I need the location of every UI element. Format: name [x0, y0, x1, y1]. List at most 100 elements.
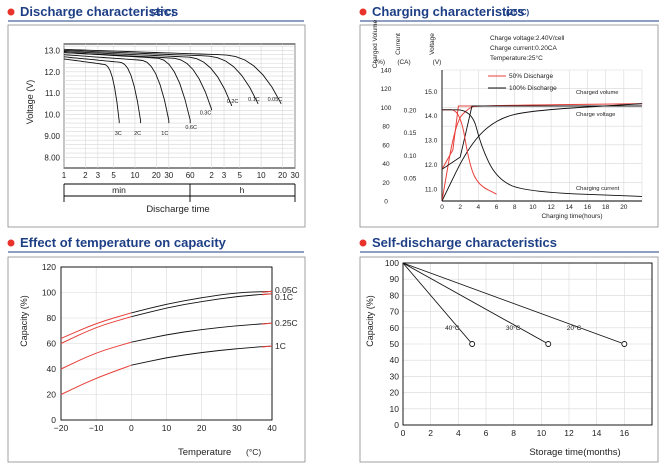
- x-tick-label: 8: [511, 428, 516, 438]
- y-tick-label: 10.0: [44, 111, 60, 120]
- voltage-tick-label: 15.0: [425, 89, 438, 96]
- label-charged-volume: Charged volume: [576, 90, 619, 96]
- self-discharge-panel: [359, 256, 659, 463]
- y-tick-label: 0: [394, 420, 399, 430]
- y-tick-label: 13.0: [44, 46, 60, 55]
- x-tick-label: 12: [547, 204, 555, 211]
- discharge-yticks: 13.0 12.0 11.0 10.0 9.00 8.00: [44, 46, 60, 162]
- discharge-grid: [63, 43, 296, 169]
- temp-curve-red-0.05C: [60, 312, 132, 339]
- temperature-chart: Effect of temperature on capacity Capaci…: [7, 235, 306, 463]
- x-tick-label: 30: [232, 423, 242, 433]
- label-charging-current: Charging current: [576, 186, 620, 192]
- self-discharge-xlabel: Storage time(months): [529, 447, 620, 458]
- temp-curve-red-0.25C: [60, 341, 132, 370]
- temp-curve-tail-1C: [261, 345, 273, 348]
- charging-grid: [441, 69, 643, 202]
- y-tick-label: 9.00: [44, 132, 60, 141]
- temp-curve-black-0.1C: [131, 293, 273, 318]
- self-discharge-ticks: 0 2 4 6 8 10 12 14 16 0 10 20 30 40 50 60 70 80 90 100: [385, 258, 630, 438]
- self-discharge-line-30°C: [402, 262, 549, 345]
- x-tick-label: 0: [440, 204, 444, 211]
- title-bullet: [359, 239, 367, 247]
- discharge-title: Discharge characteristics: [20, 4, 178, 19]
- x-tick-label: 60: [186, 171, 195, 180]
- current-tick-label: 0.15: [404, 130, 417, 137]
- discharge-xlabel: Discharge time: [146, 204, 209, 215]
- y-tick-label: 11.0: [45, 89, 61, 98]
- x-tick-label: 20: [152, 171, 161, 180]
- self-discharge-line-40°C: [402, 262, 473, 345]
- x-tick-label: 2: [209, 171, 214, 180]
- y-tick-label: 100: [42, 288, 56, 298]
- current-100-curve: [442, 109, 643, 197]
- discharge-label-2C: 2C: [134, 131, 141, 137]
- discharge-label-0.6C: 0.6C: [185, 125, 197, 131]
- x-tick-label: 0: [401, 428, 406, 438]
- condition-1: Charge voltage:2.40V/cell: [490, 35, 565, 42]
- self-discharge-label-30°C: 30°C: [506, 324, 521, 332]
- self-discharge-endpoint-40°C: [469, 341, 476, 347]
- y-tick-label: 120: [42, 262, 56, 272]
- x-tick-label: −20: [54, 423, 69, 433]
- x-tick-label: 10: [529, 204, 537, 211]
- charging-series: [441, 103, 643, 202]
- self-discharge-endpoint-30°C: [545, 341, 552, 347]
- x-tick-label: 18: [602, 204, 610, 211]
- self-discharge-line-20°C: [402, 262, 625, 345]
- temp-curve-tail-0.05C: [261, 290, 273, 293]
- discharge-curve-1C: [63, 54, 170, 124]
- x-tick-label: −10: [89, 423, 104, 433]
- x-tick-label: 0: [129, 423, 134, 433]
- x-tick-label: 4: [456, 428, 461, 438]
- temperature-xlabel: Temperature: [178, 447, 231, 458]
- temperature-grid: [60, 266, 273, 421]
- unit-current: (CA): [397, 59, 410, 66]
- volume-tick-label: 100: [381, 105, 392, 112]
- unit-voltage: (V): [433, 59, 442, 66]
- temp-label-0.25C: 0.25C: [275, 318, 298, 328]
- discharge-label-1C: 1C: [161, 131, 168, 137]
- temperature-title: Effect of temperature on capacity: [20, 235, 227, 250]
- volume-tick-label: 40: [382, 161, 390, 168]
- y-tick-label: 80: [47, 313, 57, 323]
- y-tick-label: 10: [390, 404, 400, 414]
- x-tick-label: 12: [564, 428, 574, 438]
- hdr-voltage: Voltage: [429, 33, 436, 55]
- temp-curve-tail-0.25C: [261, 322, 273, 325]
- voltage-100-curve: [441, 105, 642, 170]
- temp-curve-tail-0.1C: [261, 293, 273, 296]
- discharge-chart: Discharge characteristics (25°C) Voltage…: [7, 4, 306, 228]
- voltage-tick-label: 11.0: [425, 186, 438, 193]
- discharge-title-temp: (25°C): [151, 8, 175, 17]
- x-tick-label: 10: [131, 171, 140, 180]
- x-tick-label: 6: [495, 204, 499, 211]
- y-tick-label: 20: [47, 390, 57, 400]
- charging-ticks: 0 2 4 6 8 10 12 14 16 18 20 0 20 40 60 80 100 120 140 0.20 0…: [381, 68, 628, 212]
- discharge-curve-3C: [63, 58, 120, 124]
- y-tick-label: 80: [390, 290, 400, 300]
- y-tick-label: 40: [47, 364, 57, 374]
- volume-tick-label: 140: [381, 68, 392, 75]
- self-discharge-endpoint-20°C: [621, 341, 628, 347]
- self-discharge-series: 40°C 30°C 20°C: [402, 262, 628, 347]
- current-tick-label: 0.20: [404, 107, 417, 114]
- x-tick-label: 30: [164, 171, 173, 180]
- x-tick-label: 16: [584, 204, 592, 211]
- x-tick-label: 10: [537, 428, 547, 438]
- y-tick-label: 20: [390, 388, 400, 398]
- self-discharge-ylabel: Capacity (%): [365, 295, 375, 347]
- x-tick-label: 5: [111, 171, 116, 180]
- self-discharge-title: Self-discharge characteristics: [372, 235, 557, 250]
- x-tick-label: 2: [428, 428, 433, 438]
- self-discharge-chart: Self-discharge characteristics Capacity …: [359, 235, 659, 463]
- temp-curve-black-0.05C: [131, 290, 273, 314]
- condition-3: Temperature:25°C: [490, 54, 543, 62]
- self-discharge-label-20°C: 20°C: [567, 324, 582, 332]
- voltage-tick-label: 13.0: [425, 138, 438, 145]
- title-bullet: [7, 8, 15, 16]
- discharge-curve-0.05C: [63, 48, 282, 104]
- x-tick-label: 4: [477, 204, 481, 211]
